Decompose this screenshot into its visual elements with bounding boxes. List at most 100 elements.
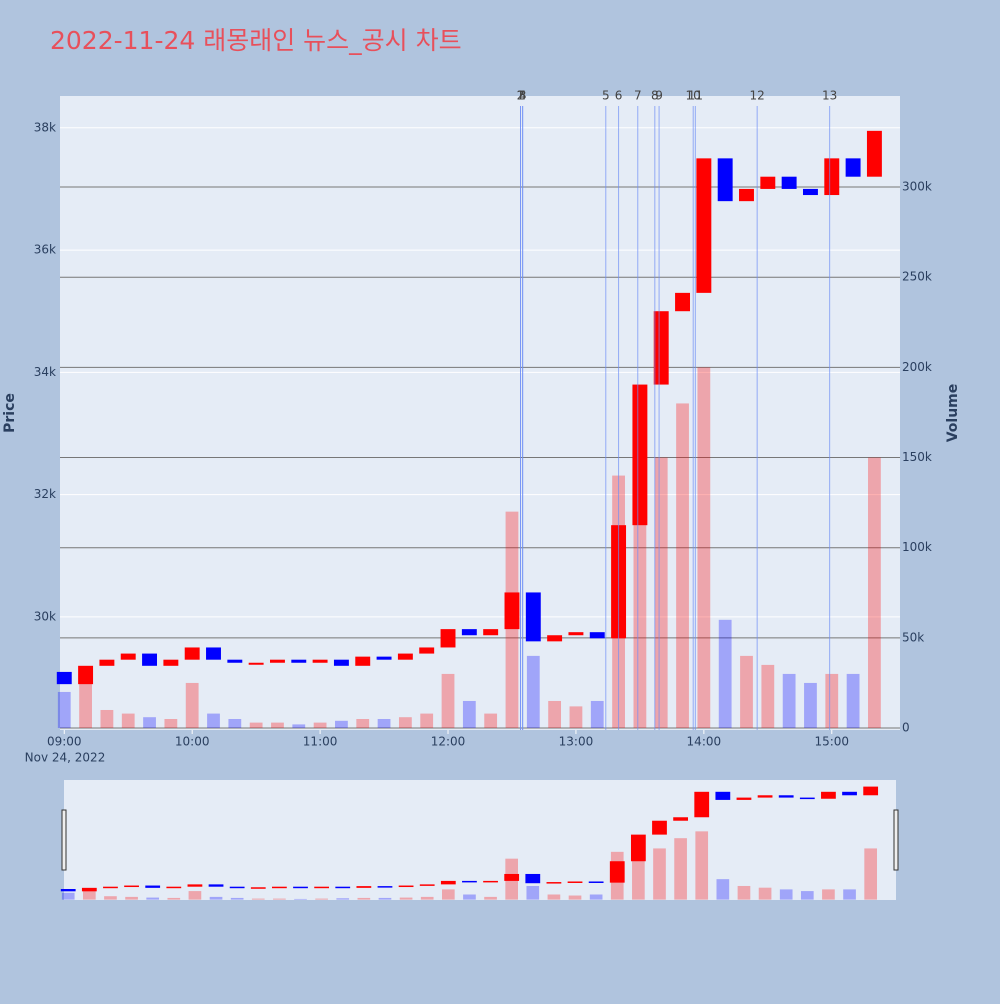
volume-bar bbox=[100, 709, 114, 729]
mini-candle bbox=[250, 887, 266, 889]
mini-volume-bar bbox=[315, 898, 328, 900]
mini-volume-bar bbox=[526, 885, 540, 900]
volume-bar bbox=[420, 713, 434, 729]
mini-volume-bar bbox=[273, 898, 286, 900]
mini-candle bbox=[799, 797, 815, 800]
mini-candle bbox=[60, 889, 76, 892]
y-tick-label: 32k bbox=[34, 487, 56, 501]
volume-bar bbox=[79, 673, 92, 729]
candle bbox=[632, 384, 648, 526]
mini-candle bbox=[272, 886, 287, 889]
mini-volume-bar bbox=[758, 887, 772, 900]
mini-volume-bar bbox=[125, 896, 138, 900]
candle bbox=[142, 653, 158, 666]
candle bbox=[184, 647, 200, 660]
volume-bar bbox=[590, 700, 604, 729]
mini-candle bbox=[630, 834, 646, 862]
mini-candle bbox=[673, 817, 688, 821]
news-label: 13 bbox=[822, 89, 837, 103]
candle bbox=[589, 632, 605, 639]
mini-candle bbox=[81, 887, 97, 892]
plot-area bbox=[60, 96, 900, 730]
news-label: 3 bbox=[519, 89, 527, 103]
volume-bar bbox=[441, 673, 455, 729]
y2-tick-label: 50k bbox=[902, 630, 924, 644]
mini-candle bbox=[609, 861, 625, 883]
y2-tick-label: 100k bbox=[902, 540, 932, 554]
volume-bar bbox=[57, 691, 71, 729]
volume-bar bbox=[718, 619, 732, 729]
y-tick-label: 30k bbox=[34, 609, 56, 623]
x-tick-label: 09:00 bbox=[47, 735, 82, 749]
candle bbox=[760, 176, 776, 189]
candle bbox=[163, 659, 179, 666]
y-axis-title: Price bbox=[2, 393, 18, 433]
mini-volume-bar bbox=[653, 848, 666, 900]
x-tick-label: 14:00 bbox=[687, 735, 722, 749]
x-tick-label: 15:00 bbox=[814, 735, 849, 749]
volume-bar bbox=[398, 717, 412, 729]
mini-candle bbox=[335, 886, 351, 889]
y2-tick-label: 150k bbox=[902, 450, 932, 464]
mini-volume-bar bbox=[336, 898, 350, 900]
volume-bar bbox=[356, 719, 370, 729]
candle bbox=[717, 158, 733, 202]
candle bbox=[781, 176, 797, 189]
range-handle[interactable] bbox=[893, 809, 899, 871]
y2-tick-label: 250k bbox=[902, 270, 932, 284]
mini-candle bbox=[863, 786, 879, 796]
mini-candle bbox=[440, 880, 456, 885]
y-tick-label: 36k bbox=[34, 243, 56, 257]
range-handle[interactable] bbox=[61, 809, 67, 871]
news-label: 11 bbox=[688, 89, 703, 103]
mini-candle bbox=[145, 885, 161, 888]
range-slider[interactable] bbox=[64, 780, 896, 900]
mini-volume-bar bbox=[420, 896, 434, 900]
candle bbox=[653, 311, 669, 385]
mini-candle bbox=[419, 884, 435, 886]
mini-volume-bar bbox=[61, 892, 75, 900]
candle bbox=[419, 647, 435, 654]
mini-volume-bar bbox=[251, 898, 265, 900]
volume-bar bbox=[569, 706, 583, 729]
mini-volume-bar bbox=[568, 895, 582, 900]
y-tick-label: 38k bbox=[34, 120, 56, 134]
y2-axis-title: Volume bbox=[945, 384, 961, 443]
volume-bar bbox=[846, 673, 860, 729]
candle bbox=[739, 188, 754, 202]
volume-bar bbox=[313, 722, 327, 729]
mini-volume-bar bbox=[484, 896, 497, 900]
mini-candle bbox=[694, 791, 710, 818]
news-label: 6 bbox=[615, 89, 623, 103]
x-tick-label: 13:00 bbox=[559, 735, 594, 749]
mini-volume-bar bbox=[294, 898, 307, 900]
volume-bar bbox=[249, 722, 263, 729]
volume-bar bbox=[228, 719, 242, 729]
candle bbox=[675, 292, 690, 312]
volume-bar bbox=[484, 713, 498, 729]
mini-volume-bar bbox=[357, 897, 371, 900]
candle bbox=[99, 659, 115, 666]
mini-candle bbox=[103, 886, 118, 889]
mini-candle bbox=[356, 886, 372, 888]
candle bbox=[248, 662, 264, 665]
y2-tick-label: 300k bbox=[902, 180, 932, 194]
news-label: 2 bbox=[517, 89, 525, 103]
mini-candle bbox=[715, 791, 731, 800]
candle bbox=[270, 659, 285, 663]
mini-candle bbox=[462, 880, 477, 883]
mini-volume-bar bbox=[695, 831, 709, 900]
mini-candle bbox=[842, 791, 857, 796]
mini-volume-bar bbox=[737, 885, 751, 900]
mini-volume-bar bbox=[716, 879, 730, 900]
volume-bar bbox=[121, 713, 135, 729]
volume-bar bbox=[526, 655, 540, 729]
volume-bar bbox=[697, 367, 711, 729]
mini-candle bbox=[187, 884, 203, 887]
mini-candle bbox=[377, 886, 393, 888]
mini-candle bbox=[293, 886, 308, 889]
volume-bar bbox=[185, 682, 199, 729]
mini-candle bbox=[588, 881, 604, 883]
volume-bar bbox=[462, 700, 476, 729]
